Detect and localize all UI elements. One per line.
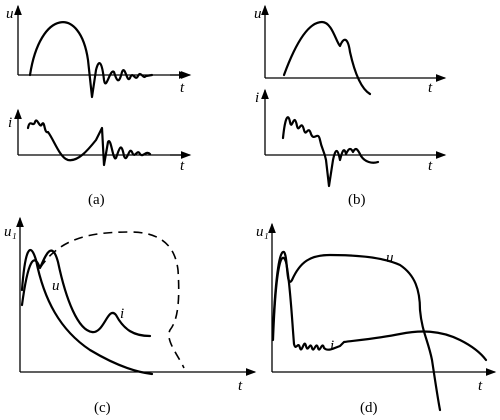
x-label: t [180, 80, 185, 96]
x-label: t [238, 378, 243, 394]
y-label: u [6, 6, 14, 22]
axes [19, 222, 255, 372]
u-curve [20, 248, 154, 376]
dashed-curve [39, 231, 185, 369]
u-curve [28, 21, 154, 99]
panel-label: (a) [88, 192, 105, 208]
y-label: i [8, 115, 12, 131]
y-label: u₁ [256, 224, 269, 240]
panel-label: (c) [94, 400, 111, 416]
i-curve [20, 249, 152, 338]
axes [17, 8, 188, 75]
x-label: t [478, 378, 483, 394]
axes [271, 228, 495, 372]
panel-a: u t i t (a) [6, 4, 190, 208]
panel-d: u₁ u i t (d) [256, 222, 495, 416]
axes [264, 8, 445, 78]
i-curve [281, 116, 380, 188]
y-label: i [255, 90, 259, 106]
x-label: t [180, 158, 185, 174]
panel-c: u₁ u i t (c) [4, 216, 255, 416]
curve-label: u [52, 278, 60, 294]
x-label: t [428, 158, 433, 174]
curve-label: u [386, 250, 394, 266]
panel-label: (b) [348, 192, 366, 208]
axes [264, 92, 445, 155]
panel-label: (d) [360, 400, 378, 416]
panel-b: u t i t (b) [254, 4, 445, 208]
y-label: u [254, 6, 262, 22]
u-curve [282, 20, 372, 96]
y-label: u₁ [4, 224, 17, 240]
curve-label: i [330, 338, 334, 354]
x-label: t [428, 80, 433, 96]
u-curve [271, 250, 442, 412]
curve-label: i [120, 306, 124, 322]
i-curve [26, 119, 152, 167]
i-curve [271, 256, 488, 362]
